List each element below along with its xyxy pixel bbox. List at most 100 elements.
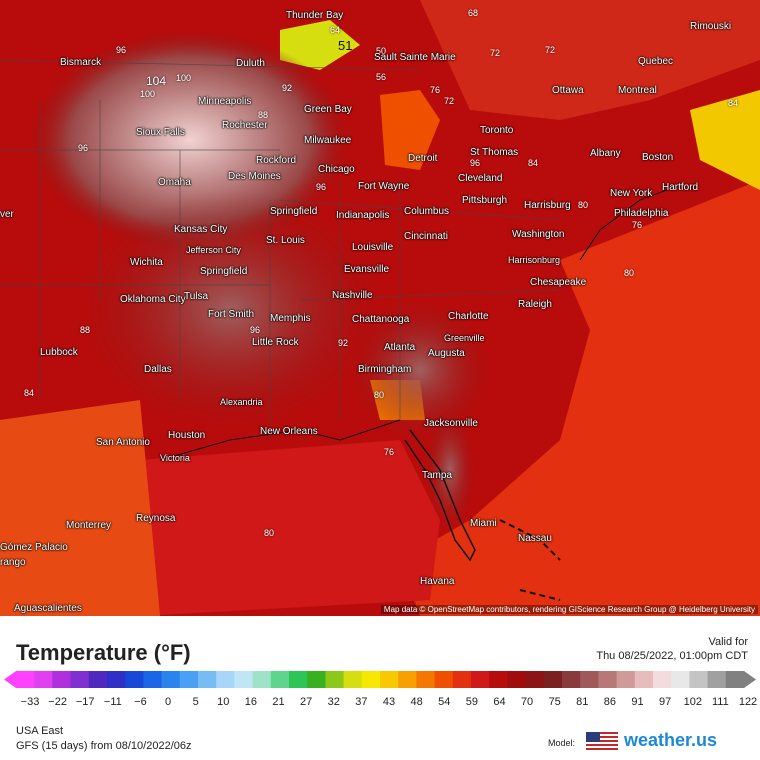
scale-color-step (198, 671, 217, 688)
scale-tick-label: 32 (327, 696, 340, 708)
isoline-label: 51 (338, 38, 353, 53)
city-label: Montreal (618, 85, 657, 96)
scale-tick-label: 10 (217, 696, 230, 708)
isoline-label: 68 (468, 8, 479, 18)
legend-panel (0, 616, 760, 760)
scale-color-step (216, 671, 235, 688)
isoline-label: 96 (470, 158, 481, 168)
scale-color-step (325, 671, 345, 688)
scale-tick-label: 81 (576, 696, 589, 708)
scale-color-step (161, 671, 181, 688)
scale-color-step (398, 671, 417, 688)
isoline-label: 88 (80, 325, 91, 335)
city-label: Rockford (256, 155, 297, 166)
isoline-label: 80 (624, 268, 635, 278)
isoline-label: 84 (24, 388, 35, 398)
isoline-label: 100 (176, 73, 192, 83)
scale-arrow-low (4, 671, 16, 688)
city-label: Evansville (344, 264, 390, 275)
legend-title: Temperature (°F) (16, 640, 191, 665)
isoline-label: 76 (430, 85, 441, 95)
city-label: Alexandria (220, 397, 263, 407)
city-label: Philadelphia (614, 208, 669, 219)
isoline-label: 76 (384, 447, 395, 457)
isoline-label: 72 (545, 45, 556, 55)
scale-color-step (689, 671, 709, 688)
city-label: Quebec (638, 56, 674, 67)
city-label: Bismarck (60, 57, 102, 68)
city-label: Louisville (352, 242, 394, 253)
us-flag-icon (586, 732, 618, 750)
isoline-label: 96 (78, 143, 89, 153)
city-label: Thunder Bay (286, 10, 344, 21)
city-label: Hartford (662, 182, 699, 193)
isoline-label: 92 (282, 83, 293, 93)
scale-color-step (507, 671, 527, 688)
scale-color-step (543, 671, 563, 688)
isoline-label: 80 (578, 200, 589, 210)
scale-color-step (616, 671, 636, 688)
scale-color-step (725, 671, 745, 688)
city-label: Augusta (428, 348, 465, 359)
scale-tick-label: 0 (165, 696, 172, 708)
city-label: Gómez Palacio (0, 542, 68, 553)
city-label: Chesapeake (530, 277, 587, 288)
scale-color-step (416, 671, 436, 688)
scale-color-step (52, 671, 72, 688)
scale-tick-label: 91 (631, 696, 644, 708)
isoline-label: 80 (374, 390, 385, 400)
brand-logo[interactable]: weather.us (624, 730, 718, 750)
city-label: Cleveland (458, 173, 503, 184)
scale-tick-label: 48 (410, 696, 423, 708)
scale-tick-label: 102 (683, 696, 702, 708)
city-label: Jefferson City (186, 245, 241, 255)
city-label: Reynosa (136, 513, 176, 524)
city-label: Harrisonburg (508, 255, 561, 265)
scale-tick-label: −33 (20, 696, 40, 708)
city-label: Dallas (144, 364, 172, 375)
scale-color-step (234, 671, 254, 688)
valid-date: Thu 08/25/2022, 01:00pm CDT (596, 650, 748, 662)
city-label: Havana (420, 576, 455, 587)
city-label: Minneapolis (198, 96, 252, 107)
city-label: New York (610, 188, 653, 199)
city-label: Memphis (270, 313, 311, 324)
scale-tick-label: 70 (520, 696, 534, 708)
isoline-label: 64 (330, 25, 341, 35)
city-label: Green Bay (304, 104, 352, 115)
scale-tick-label: 21 (272, 696, 285, 708)
city-label: Pittsburgh (462, 195, 508, 206)
city-label: Springfield (200, 266, 248, 277)
city-label: Fort Wayne (358, 181, 410, 192)
scale-tick-label: 75 (548, 696, 561, 708)
scale-tick-label: 27 (300, 696, 313, 708)
city-label: Sioux Falls (136, 127, 185, 138)
city-label: Springfield (270, 206, 318, 217)
city-label: Columbus (404, 206, 450, 217)
scale-tick-label: 86 (603, 696, 617, 708)
city-label: Atlanta (384, 342, 416, 353)
isoline-label: 72 (444, 96, 455, 106)
scale-tick-label: 64 (493, 696, 506, 708)
isoline-label: 50 (376, 46, 387, 56)
scale-color-step (653, 671, 672, 688)
city-label: Nashville (332, 290, 373, 301)
isoline-label: 84 (728, 98, 739, 108)
model-run-label: GFS (15 days) from 08/10/2022/06z (16, 740, 192, 752)
scale-color-step (70, 671, 90, 688)
scale-tick-label: −11 (103, 696, 122, 708)
city-label: Birmingham (358, 364, 412, 375)
city-label: San Antonio (96, 437, 150, 448)
isoline-label: 72 (490, 48, 501, 58)
scale-tick-label: −22 (48, 696, 67, 708)
scale-tick-label: 122 (738, 696, 758, 708)
city-label: Tulsa (184, 291, 209, 302)
scale-color-step (34, 671, 53, 688)
city-label: Milwaukee (304, 135, 352, 146)
city-label: Lubbock (40, 347, 78, 358)
city-label: Oklahoma City (120, 294, 186, 305)
city-label: Chicago (318, 164, 355, 175)
isoline-label: 84 (528, 158, 539, 168)
city-label: Nassau (518, 533, 552, 544)
scale-tick-label: −6 (134, 696, 147, 708)
